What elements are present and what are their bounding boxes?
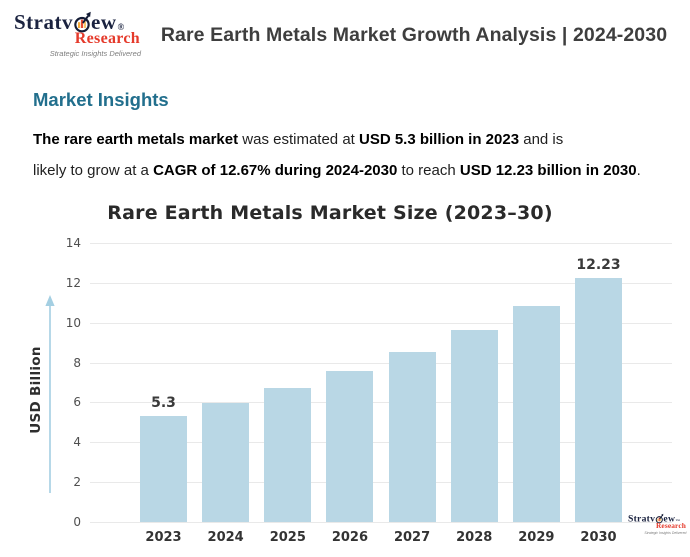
logo-brand-name-small: Stratv ew ™ — [628, 513, 680, 525]
section-heading-market-insights: Market Insights — [33, 89, 169, 110]
y-tick-10: 10 — [65, 315, 81, 330]
insights-bold-2030-value: USD 12.23 billion in 2030 — [459, 162, 637, 179]
magnifier-chart-icon — [72, 10, 92, 36]
y-tick-14: 14 — [65, 236, 81, 250]
bar-value-2030: 12.23 — [576, 257, 621, 274]
bar-2028 — [450, 330, 498, 522]
x-tick-2029: 2029 — [518, 530, 555, 545]
y-tick-8: 8 — [73, 355, 81, 370]
page-title: Rare Earth Metals Market Growth Analysis… — [160, 24, 668, 46]
insights-bold-cagr: CAGR of 12.67% during 2024-2030 — [153, 162, 398, 179]
bar-2024 — [202, 403, 250, 522]
y-axis-arrow-icon — [43, 295, 57, 500]
y-tick-2: 2 — [73, 475, 81, 490]
bar-2030: 12.23 — [575, 257, 622, 522]
gridline-6 — [90, 402, 672, 404]
stratview-logo: Stratv ew ® Research Strategic Insights … — [14, 10, 142, 59]
gridline-12 — [90, 282, 672, 284]
x-tick-2027: 2027 — [393, 530, 431, 545]
insights-bold-market: The rare earth metals market — [33, 131, 239, 148]
insights-bold-2023-value: USD 5.3 billion in 2023 — [359, 131, 520, 148]
y-axis-label: USD Billion — [28, 346, 44, 434]
bar-chart-plot-area: 0 2 4 6 8 10 12 14 5.3 2023 2024 2025 2026 2027 2028 20… — [66, 236, 672, 545]
logo-brand-left: Stratv — [14, 10, 73, 34]
trademark-mark: ™ — [675, 518, 680, 524]
x-tick-2024: 2024 — [207, 530, 244, 545]
x-tick-2028: 2028 — [456, 530, 493, 545]
bar-2023: 5.3 — [140, 395, 187, 522]
y-tick-4: 4 — [73, 435, 81, 450]
logo-sub-brand: Research — [74, 30, 140, 47]
logo-tagline: Strategic Insights Delivered — [49, 49, 141, 58]
gridline-14 — [90, 243, 672, 244]
bar-value-2023: 5.3 — [151, 395, 176, 412]
stratview-logo-small: Stratv ew ™ Research Strategic Insights … — [628, 513, 687, 535]
logo-brand-right: ew — [91, 10, 117, 34]
registered-mark: ® — [117, 22, 125, 32]
gridline-4 — [90, 442, 672, 444]
insights-paragraph: The rare earth metals market was estimat… — [33, 124, 673, 186]
x-tick-2026: 2026 — [331, 530, 369, 545]
gridline-10 — [90, 322, 672, 324]
y-tick-12: 12 — [65, 275, 81, 290]
x-tick-2030: 2030 — [580, 530, 617, 545]
bar-2025 — [264, 387, 312, 522]
insights-line-1: The rare earth metals market was estimat… — [33, 131, 564, 148]
logo-sub-brand-small: Research — [655, 522, 686, 531]
logo-tagline-small: Strategic Insights Delivered — [644, 530, 687, 536]
y-tick-0: 0 — [73, 515, 81, 529]
chart-title: Rare Earth Metals Market Size (2023–30) — [107, 202, 553, 224]
y-tick-6: 6 — [73, 395, 81, 410]
magnifier-chart-icon-small — [655, 513, 664, 525]
insights-line-2: likely to grow at a CAGR of 12.67% durin… — [33, 162, 641, 179]
x-tick-2025: 2025 — [269, 530, 306, 545]
gridline-8 — [90, 362, 672, 364]
bar-2026 — [326, 370, 374, 522]
logo-brand-name: Stratv ew ® — [14, 10, 142, 34]
gridline-0 — [90, 522, 672, 523]
bar-2029 — [512, 305, 560, 522]
bar-2027 — [388, 351, 436, 522]
gridline-2 — [90, 482, 672, 484]
x-tick-2023: 2023 — [145, 530, 182, 545]
